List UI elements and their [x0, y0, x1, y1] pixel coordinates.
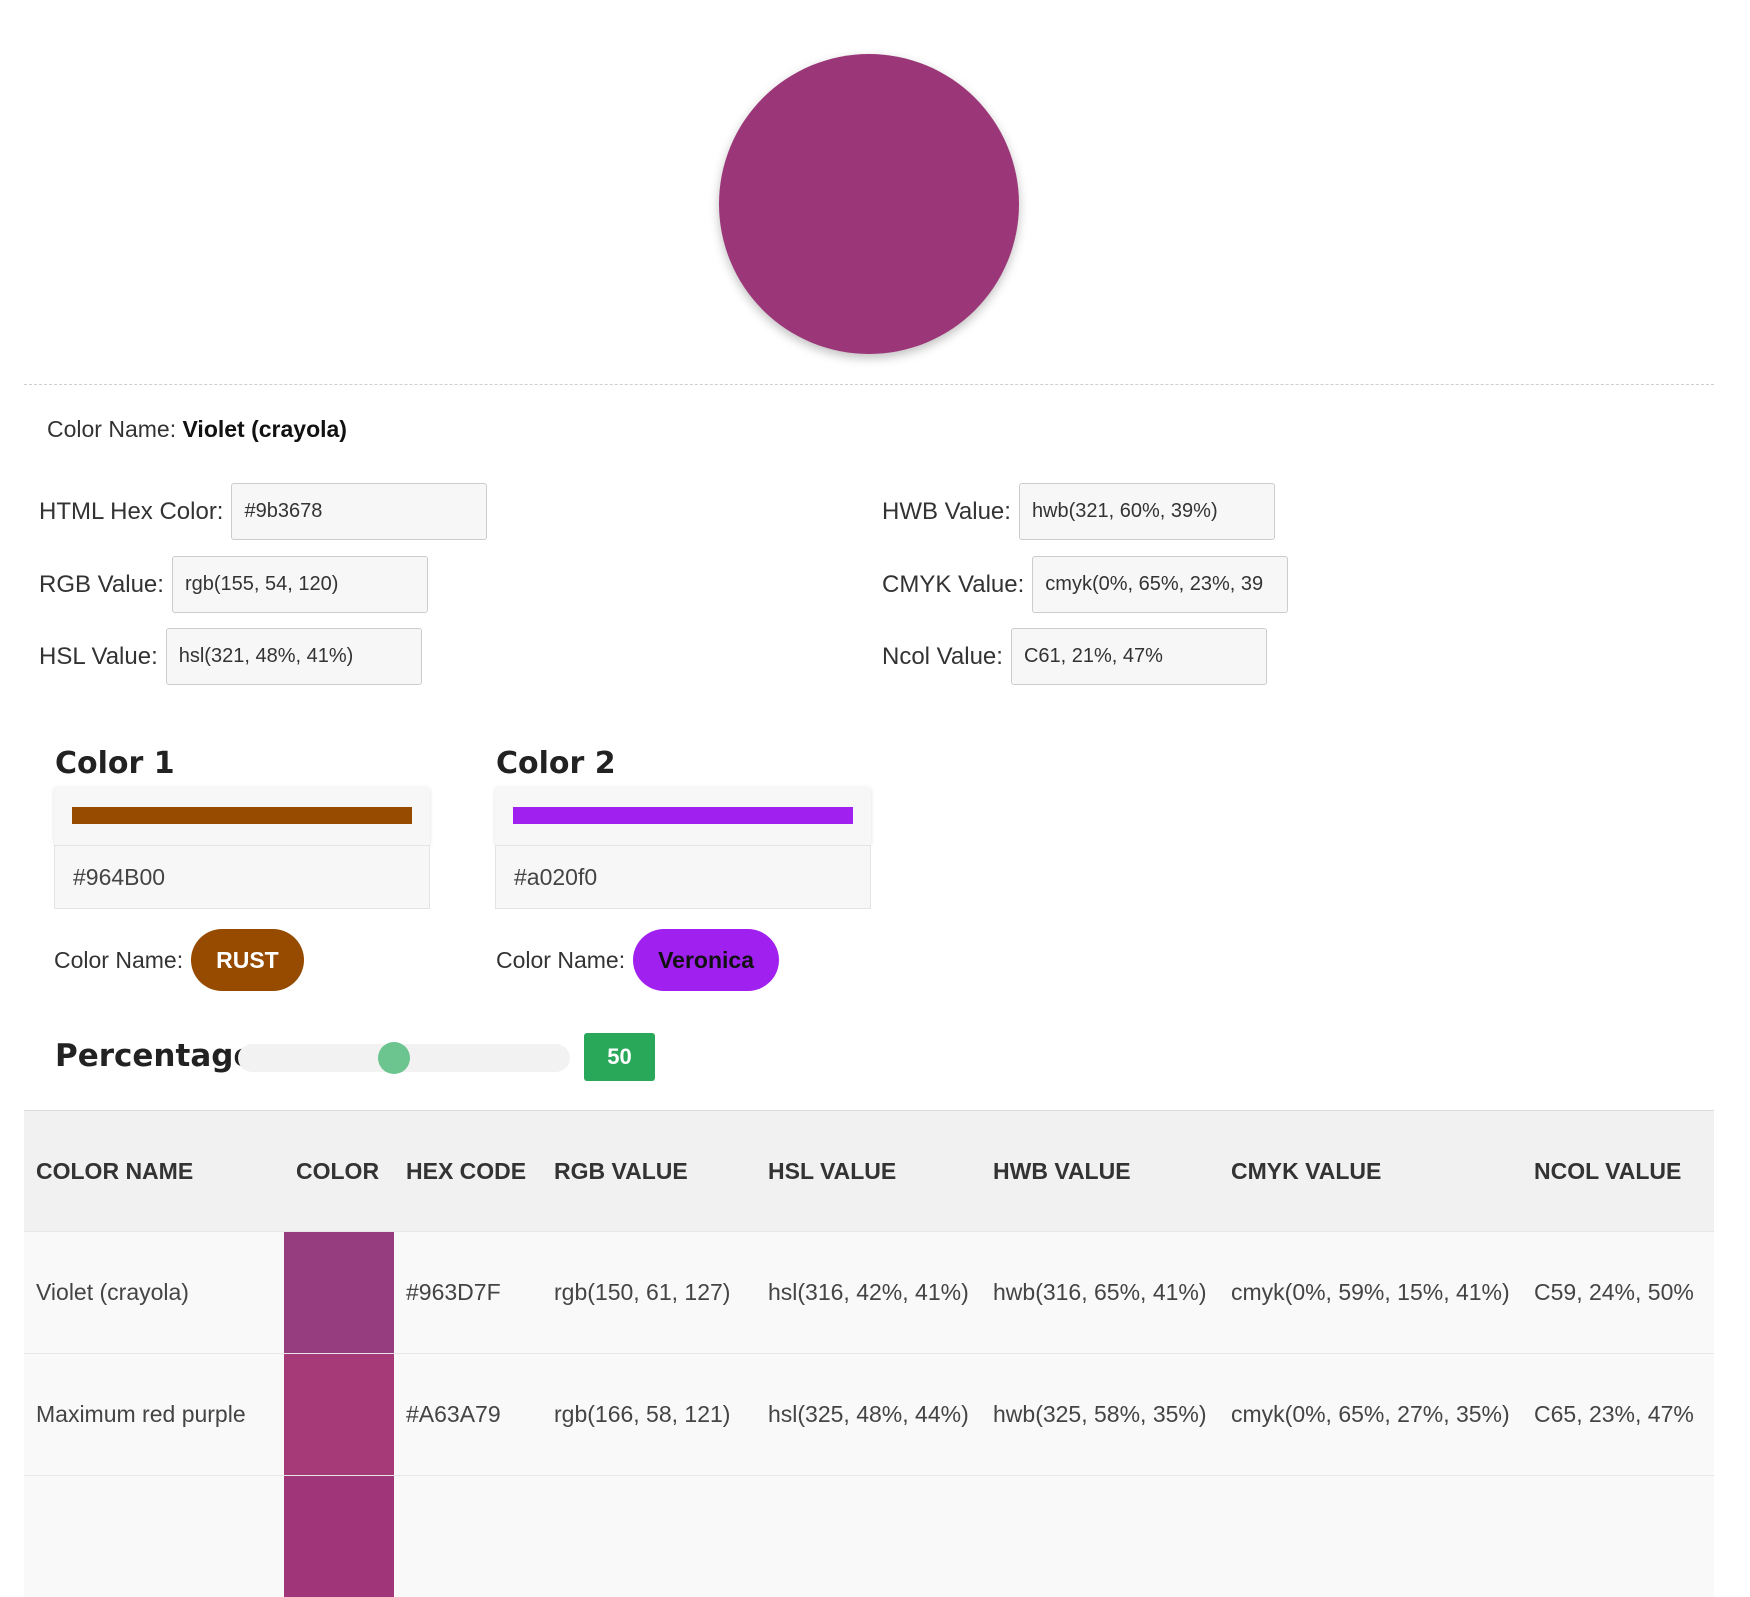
cell-color-name: Maximum red purple [24, 1354, 284, 1476]
percentage-value-badge: 50 [584, 1033, 655, 1081]
percentage-title: Percentage [55, 1038, 254, 1074]
header-cmyk-value: CMYK VALUE [1219, 1111, 1522, 1232]
table-header-row: COLOR NAME COLOR HEX CODE RGB VALUE HSL … [24, 1111, 1714, 1232]
cell-hwb-value: hwb(316, 65%, 41%) [981, 1232, 1219, 1354]
color-name-line: Color Name: Violet (crayola) [47, 416, 347, 443]
cell-color-name [24, 1476, 284, 1597]
cell-hsl-value: hsl(316, 42%, 41%) [756, 1232, 981, 1354]
color-name-label: Color Name: [47, 416, 176, 442]
cell-ncol-value [1522, 1476, 1714, 1597]
header-hex-code: HEX CODE [394, 1111, 542, 1232]
color2-title: Color 2 [496, 746, 616, 781]
cmyk-label: CMYK Value: [882, 571, 1024, 599]
rgb-field-row: RGB Value: rgb(155, 54, 120) [39, 556, 428, 613]
color1-name-row: Color Name: RUST [54, 929, 304, 991]
cell-hwb-value: hwb(325, 58%, 35%) [981, 1354, 1219, 1476]
cell-cmyk-value: cmyk(0%, 65%, 27%, 35%) [1219, 1354, 1522, 1476]
ncol-field-row: Ncol Value: C61, 21%, 47% [882, 628, 1267, 685]
cell-color-swatch [284, 1476, 394, 1597]
percentage-slider[interactable] [238, 1044, 570, 1072]
header-color-name: COLOR NAME [24, 1111, 284, 1232]
similar-colors-table: COLOR NAME COLOR HEX CODE RGB VALUE HSL … [24, 1110, 1714, 1597]
color2-name-row: Color Name: Veronica [496, 929, 779, 991]
hsl-field-row: HSL Value: hsl(321, 48%, 41%) [39, 628, 422, 685]
cell-hwb-value [981, 1476, 1219, 1597]
cmyk-input[interactable]: cmyk(0%, 65%, 23%, 39 [1032, 556, 1288, 613]
cell-color-swatch [284, 1354, 394, 1476]
cell-hex-code [394, 1476, 542, 1597]
header-hsl-value: HSL VALUE [756, 1111, 981, 1232]
rgb-input[interactable]: rgb(155, 54, 120) [172, 556, 428, 613]
row-color-swatch [284, 1232, 394, 1353]
color2-bar [513, 807, 853, 824]
ncol-input[interactable]: C61, 21%, 47% [1011, 628, 1267, 685]
hwb-input[interactable]: hwb(321, 60%, 39%) [1019, 483, 1275, 540]
table-row [24, 1476, 1714, 1597]
header-hwb-value: HWB VALUE [981, 1111, 1219, 1232]
cell-cmyk-value [1219, 1476, 1522, 1597]
cell-rgb-value [542, 1476, 756, 1597]
color1-name-badge: RUST [191, 929, 304, 991]
color2-name-badge: Veronica [633, 929, 779, 991]
cell-ncol-value: C65, 23%, 47% [1522, 1354, 1714, 1476]
cell-hex-code: #A63A79 [394, 1354, 542, 1476]
hex-input[interactable]: #9b3678 [231, 483, 487, 540]
color2-picker[interactable] [495, 787, 871, 845]
color1-bar [72, 807, 412, 824]
section-divider [24, 384, 1714, 385]
color1-name-label: Color Name: [54, 947, 183, 974]
cell-hsl-value [756, 1476, 981, 1597]
hwb-label: HWB Value: [882, 498, 1011, 526]
rgb-label: RGB Value: [39, 571, 164, 599]
cmyk-field-row: CMYK Value: cmyk(0%, 65%, 23%, 39 [882, 556, 1288, 613]
cell-cmyk-value: cmyk(0%, 59%, 15%, 41%) [1219, 1232, 1522, 1354]
percentage-slider-handle[interactable] [378, 1042, 410, 1074]
cell-ncol-value: C59, 24%, 50% [1522, 1232, 1714, 1354]
hsl-label: HSL Value: [39, 643, 158, 671]
color-preview-swatch [719, 54, 1019, 354]
color1-title: Color 1 [55, 746, 175, 781]
color2-hex-input[interactable]: #a020f0 [495, 845, 871, 909]
color1-hex-input[interactable]: #964B00 [54, 845, 430, 909]
header-ncol-value: NCOL VALUE [1522, 1111, 1714, 1232]
cell-hex-code: #963D7F [394, 1232, 542, 1354]
row-color-swatch [284, 1354, 394, 1475]
hwb-field-row: HWB Value: hwb(321, 60%, 39%) [882, 483, 1275, 540]
hex-field-row: HTML Hex Color: #9b3678 [39, 483, 487, 540]
cell-color-swatch [284, 1232, 394, 1354]
cell-rgb-value: rgb(150, 61, 127) [542, 1232, 756, 1354]
row-color-swatch [284, 1476, 394, 1597]
color2-name-label: Color Name: [496, 947, 625, 974]
color-name-value: Violet (crayola) [183, 416, 347, 442]
cell-color-name: Violet (crayola) [24, 1232, 284, 1354]
hex-label: HTML Hex Color: [39, 498, 223, 526]
header-color: COLOR [284, 1111, 394, 1232]
color1-picker[interactable] [54, 787, 430, 845]
cell-rgb-value: rgb(166, 58, 121) [542, 1354, 756, 1476]
hsl-input[interactable]: hsl(321, 48%, 41%) [166, 628, 422, 685]
cell-hsl-value: hsl(325, 48%, 44%) [756, 1354, 981, 1476]
ncol-label: Ncol Value: [882, 643, 1003, 671]
header-rgb-value: RGB VALUE [542, 1111, 756, 1232]
